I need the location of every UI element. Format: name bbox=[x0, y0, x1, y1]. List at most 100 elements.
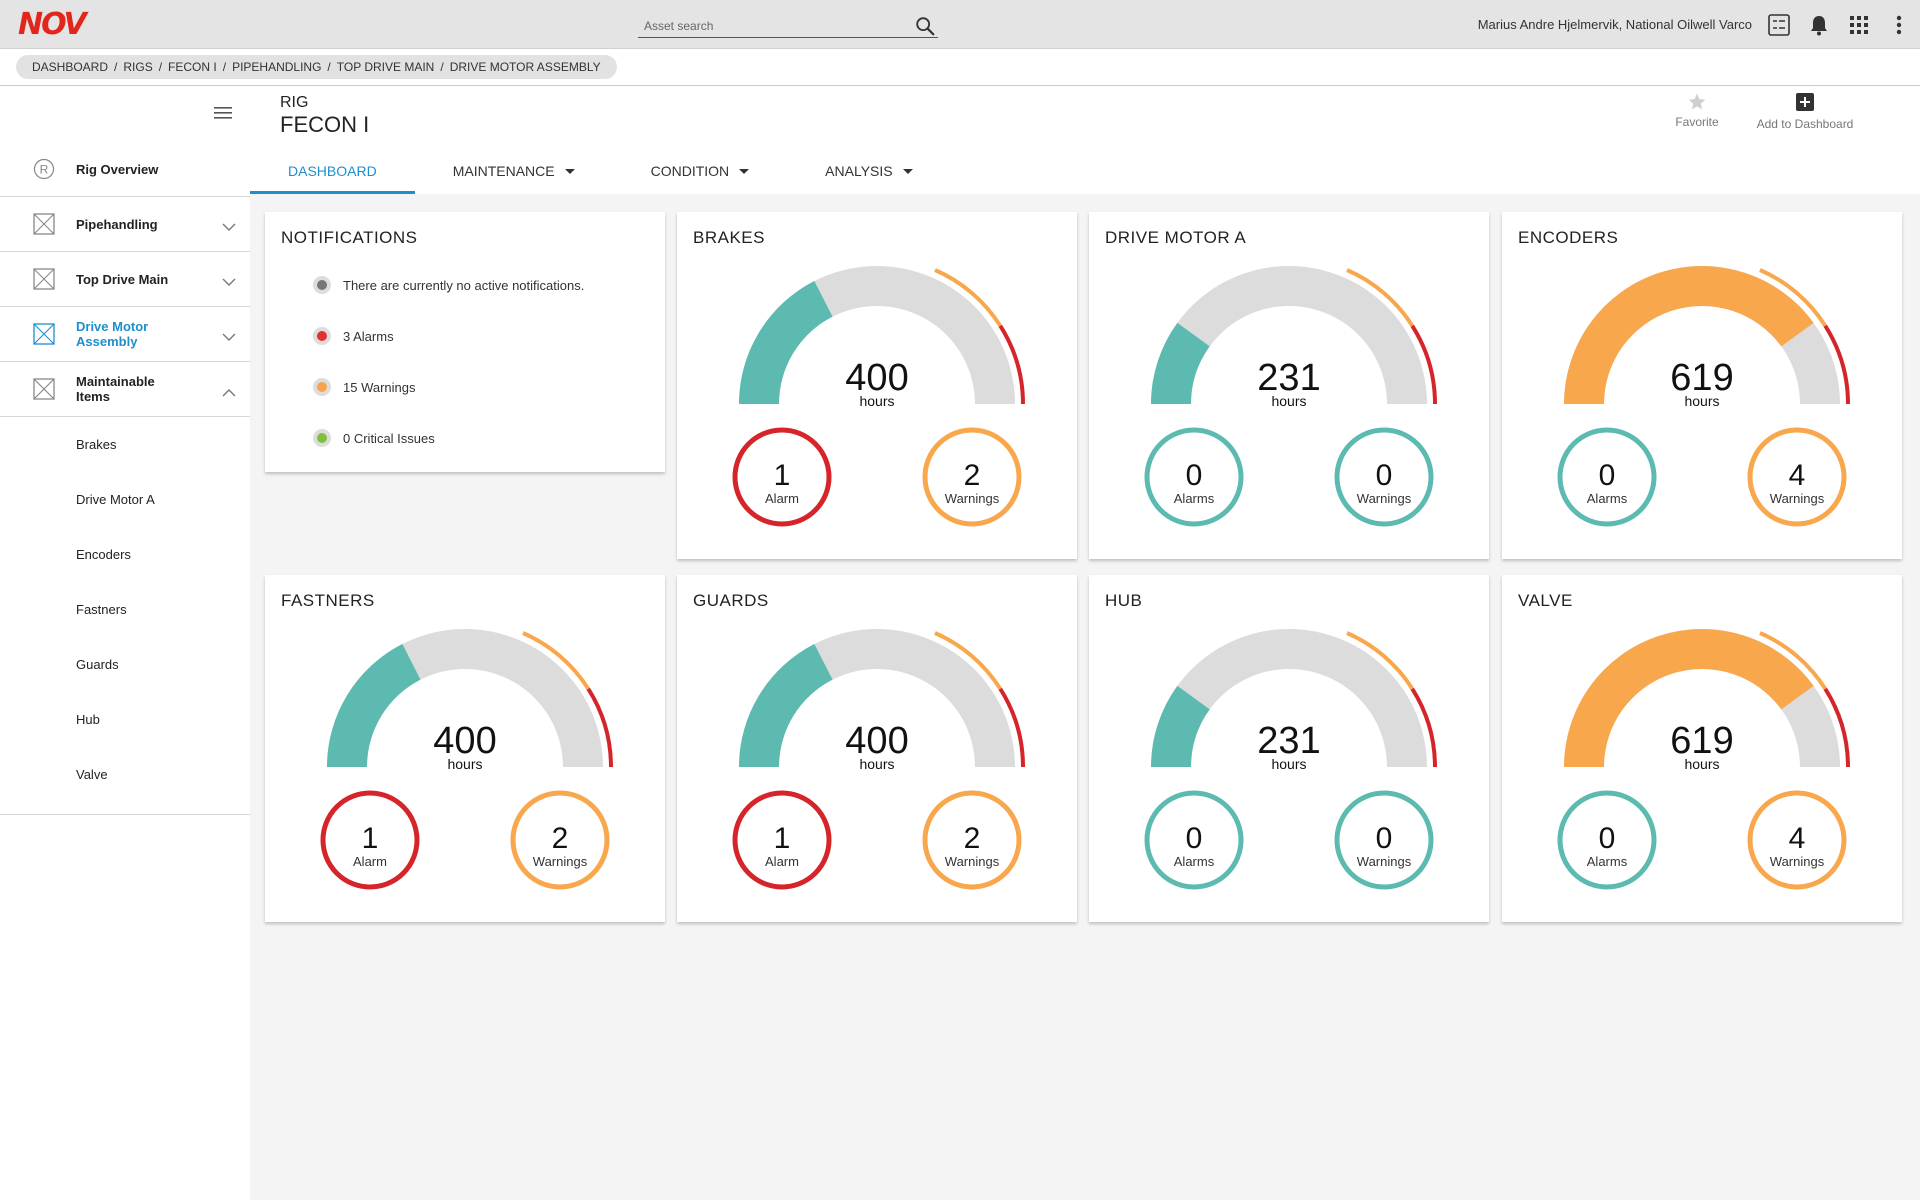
breadcrumb-item[interactable]: PIPEHANDLING bbox=[232, 60, 322, 74]
alarm-threshold-arc bbox=[586, 687, 613, 768]
sidebar-subitem-drive-motor-a[interactable]: Drive Motor A bbox=[76, 492, 155, 507]
gauge-card-drive-motor-a[interactable]: DRIVE MOTOR A 231 hours 0 Alarms 0 Warnings bbox=[1089, 212, 1489, 559]
user-name[interactable]: Marius Andre Hjelmervik, National Oilwel… bbox=[1477, 17, 1752, 32]
tab-condition[interactable]: CONDITION bbox=[613, 148, 788, 194]
hours-value: 400 bbox=[845, 720, 908, 762]
sidebar-item-maintainable-items[interactable]: Maintainable Items bbox=[0, 362, 250, 417]
tab-dashboard[interactable]: DASHBOARD bbox=[250, 148, 415, 194]
gauge-card-valve[interactable]: VALVE 619 hours 0 Alarms 4 Warnings bbox=[1502, 575, 1902, 922]
warning-threshold-arc bbox=[1759, 631, 1827, 690]
warning-count: 0 bbox=[1376, 822, 1393, 855]
gauge-track bbox=[1151, 629, 1427, 767]
task-list-icon[interactable] bbox=[1766, 12, 1792, 38]
sidebar-subitem-hub[interactable]: Hub bbox=[76, 712, 100, 727]
status-dot-icon bbox=[313, 327, 331, 345]
sidebar-subitem-guards[interactable]: Guards bbox=[76, 657, 119, 672]
bell-icon[interactable] bbox=[1806, 12, 1832, 38]
sidebar-item-rig-overview[interactable]: R Rig Overview bbox=[0, 142, 250, 197]
sidebar-subitem-encoders[interactable]: Encoders bbox=[76, 547, 131, 562]
chevron-down-icon[interactable] bbox=[222, 219, 236, 231]
breadcrumb-item[interactable]: RIGS bbox=[123, 60, 153, 74]
add-to-dashboard-button[interactable]: Add to Dashboard bbox=[1750, 92, 1860, 131]
chevron-down-icon[interactable] bbox=[222, 274, 236, 286]
hours-unit: hours bbox=[1684, 393, 1719, 409]
add-box-icon bbox=[1796, 93, 1814, 111]
hours-value: 619 bbox=[1670, 720, 1733, 762]
alarm-threshold-arc bbox=[1410, 687, 1437, 768]
apps-grid-icon[interactable] bbox=[1846, 12, 1872, 38]
sidebar-item-pipehandling[interactable]: Pipehandling bbox=[0, 197, 250, 252]
gauge-card-hub[interactable]: HUB 231 hours 0 Alarms 0 Warnings bbox=[1089, 575, 1489, 922]
breadcrumb-item[interactable]: FECON I bbox=[168, 60, 217, 74]
tab-maintenance[interactable]: MAINTENANCE bbox=[415, 148, 613, 194]
status-dot-icon bbox=[313, 429, 331, 447]
asset-box-icon bbox=[33, 268, 55, 290]
breadcrumb: DASHBOARD / RIGS / FECON I / PIPEHANDLING / … bbox=[16, 55, 617, 79]
card-title: DRIVE MOTOR A bbox=[1105, 228, 1247, 247]
gauge-fill bbox=[739, 281, 833, 404]
sidebar-subitem-brakes[interactable]: Brakes bbox=[76, 437, 117, 452]
gauge-fill bbox=[1564, 629, 1814, 767]
alarm-threshold-arc bbox=[1410, 324, 1437, 405]
alarm-label: Alarm bbox=[353, 854, 387, 869]
gauge-track bbox=[1151, 266, 1427, 404]
asset-search bbox=[638, 14, 938, 38]
sidebar-item-top-drive-main[interactable]: Top Drive Main bbox=[0, 252, 250, 307]
notification-row: 15 Warnings bbox=[313, 378, 416, 396]
alarm-threshold-arc bbox=[1823, 324, 1850, 405]
gauge-card-encoders[interactable]: ENCODERS 619 hours 0 Alarms 4 Warnings bbox=[1502, 212, 1902, 559]
gauge-card-guards[interactable]: GUARDS 400 hours 1 Alarm 2 Warnings bbox=[677, 575, 1077, 922]
breadcrumb-item[interactable]: DRIVE MOTOR ASSEMBLY bbox=[449, 60, 601, 74]
tab-analysis[interactable]: ANALYSIS bbox=[787, 148, 950, 194]
asset-search-input[interactable] bbox=[644, 16, 904, 36]
status-dot-icon bbox=[313, 276, 331, 294]
gauge-fill bbox=[1564, 266, 1814, 404]
card-title: ENCODERS bbox=[1518, 228, 1619, 247]
hamburger-menu-icon[interactable] bbox=[214, 106, 232, 120]
nov-logo[interactable]: NOV bbox=[18, 7, 87, 42]
favorite-button[interactable]: Favorite bbox=[1662, 92, 1732, 129]
tab-label: MAINTENANCE bbox=[452, 163, 555, 179]
notification-text: There are currently no active notificati… bbox=[343, 277, 585, 293]
alarm-count: 0 bbox=[1186, 459, 1203, 492]
sidebar-item-drive-motor-assembly[interactable]: Drive Motor Assembly bbox=[0, 307, 250, 362]
card-title: FASTNERS bbox=[281, 591, 375, 610]
dropdown-caret-icon bbox=[564, 168, 575, 174]
card-title: VALVE bbox=[1518, 591, 1573, 610]
sidebar-subitem-fastners[interactable]: Fastners bbox=[76, 602, 127, 617]
chevron-up-icon[interactable] bbox=[222, 384, 236, 397]
chevron-down-icon[interactable] bbox=[222, 329, 236, 341]
more-vertical-icon[interactable] bbox=[1886, 12, 1912, 38]
gauge-card-fastners[interactable]: FASTNERS 400 hours 1 Alarm 2 Warnings bbox=[265, 575, 665, 922]
gauge-fill bbox=[327, 644, 421, 767]
alarm-count: 1 bbox=[362, 822, 379, 855]
warning-label: Warnings bbox=[1357, 854, 1412, 869]
breadcrumb-item[interactable]: DASHBOARD bbox=[32, 60, 109, 74]
search-icon[interactable] bbox=[914, 15, 936, 37]
notification-row: 3 Alarms bbox=[313, 327, 394, 345]
sidebar-subitem-valve[interactable]: Valve bbox=[76, 767, 108, 782]
breadcrumb-item[interactable]: TOP DRIVE MAIN bbox=[336, 60, 435, 74]
warning-count: 0 bbox=[1376, 459, 1393, 492]
gauge-card-brakes[interactable]: BRAKES 400 hours 1 Alarm 2 Warnings bbox=[677, 212, 1077, 559]
asset-box-icon bbox=[33, 378, 55, 400]
